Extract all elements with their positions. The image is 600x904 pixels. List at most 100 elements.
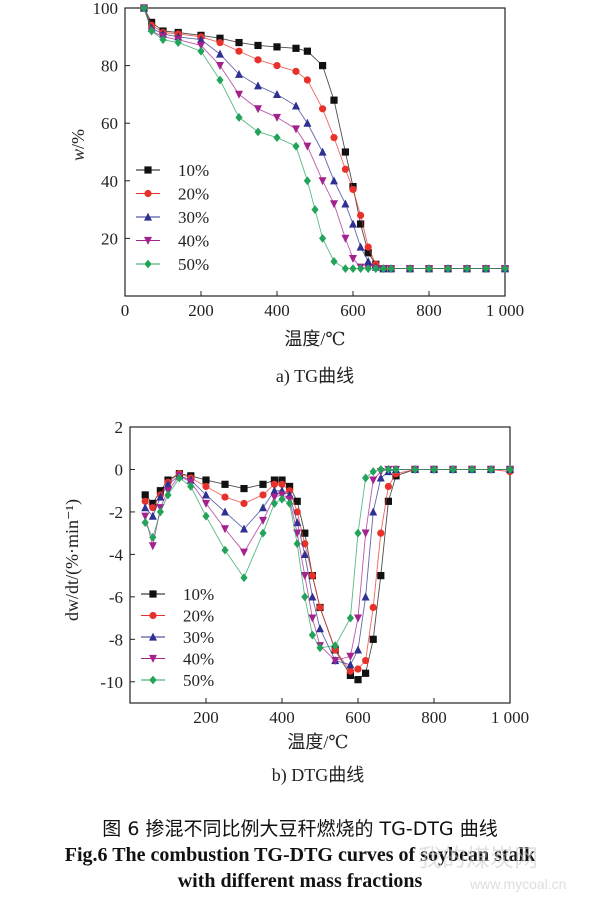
tg-data-point (425, 264, 433, 274)
tg-data-point (318, 147, 327, 156)
tg-legend-label: 40% (178, 232, 209, 251)
tg-y-tick-label: 80 (101, 57, 118, 76)
dtg-legend-marker (149, 675, 157, 685)
tg-data-point (364, 249, 372, 257)
tg-data-point (364, 257, 373, 266)
tg-data-point (254, 81, 262, 90)
dtg-data-point (164, 479, 172, 488)
tg-legend: 10% 20% 30% 40% 50% (136, 161, 209, 274)
dtg-data-point (369, 467, 377, 476)
dtg-data-point (156, 492, 165, 501)
tg-data-point (273, 90, 281, 98)
tg-x-tick-label: 600 (340, 301, 366, 320)
tg-series-50pct (140, 3, 509, 274)
dtg-plot-frame (129, 426, 511, 704)
dtg-data-point (202, 511, 210, 521)
dtg-y-tick-label: -6 (109, 588, 123, 607)
dtg-data-point (141, 497, 149, 505)
tg-y-tick-label: 60 (101, 114, 118, 133)
tg-data-point (273, 113, 281, 122)
tg-data-point (197, 35, 205, 44)
tg-data-point (174, 38, 182, 47)
tg-data-point (349, 264, 357, 274)
dtg-data-point (202, 490, 210, 499)
tg-legend-label: 50% (178, 255, 209, 274)
dtg-data-point (148, 511, 157, 520)
tg-data-point (303, 142, 312, 151)
tg-data-point (357, 264, 365, 274)
dtg-data-point (301, 592, 309, 602)
tg-x-tick-label: 400 (264, 301, 290, 320)
dtg-data-point (149, 504, 157, 512)
dtg-data-point (270, 480, 278, 488)
tg-data-point (341, 264, 349, 274)
tg-data-point (140, 3, 148, 13)
tg-series-line (143, 7, 505, 270)
tg-data-point (341, 165, 349, 173)
dtg-data-point (202, 476, 210, 484)
dtg-data-point (354, 676, 362, 684)
tg-data-point (341, 234, 350, 243)
dtg-y-ticks: 2 0 -2 -4 -6 -8 -10 (100, 418, 135, 692)
dtg-data-point (259, 491, 267, 499)
tg-data-point (292, 44, 300, 52)
tg-data-point (216, 62, 224, 70)
dtg-data-point (301, 529, 309, 537)
dtg-data-point (361, 592, 370, 601)
tg-legend-marker (144, 236, 152, 245)
dtg-data-point (411, 465, 419, 474)
tg-data-point (406, 264, 414, 274)
dtg-legend-label: 30% (183, 628, 214, 647)
dtg-data-point (141, 503, 150, 512)
dtg-data-point (156, 507, 164, 517)
caption-chinese: 图 6 掺混不同比例大豆秆燃烧的 TG-DTG 曲线 (102, 818, 498, 840)
dtg-x-ticks: 200 400 600 800 1 000 (193, 698, 529, 727)
tg-data-point (254, 56, 262, 64)
dtg-data-point (487, 465, 495, 474)
tg-legend-marker (144, 212, 152, 221)
watermark-url: www.mycoal.cn (470, 876, 567, 892)
tg-data-point (387, 264, 395, 274)
dtg-data-point (377, 572, 385, 580)
dtg-data-point (221, 480, 229, 488)
tg-data-point (501, 264, 509, 274)
dtg-y-tick-label: -10 (100, 673, 123, 692)
tg-data-point (364, 264, 372, 274)
tg-panel-caption: a) TG曲线 (276, 366, 354, 387)
tg-data-point (330, 257, 338, 266)
dtg-data-point (506, 465, 514, 474)
dtg-data-point (369, 603, 377, 612)
tg-data-point (379, 264, 387, 274)
dtg-data-point (331, 656, 340, 665)
tg-data-point (292, 101, 300, 110)
dtg-data-point (148, 542, 157, 551)
tg-data-point (197, 46, 205, 56)
tg-y-axis-label: w/% (68, 129, 88, 161)
tg-series-line (143, 7, 505, 270)
dtg-legend-marker (149, 590, 157, 598)
tg-data-point (349, 219, 357, 228)
tg-data-point (330, 176, 338, 185)
tg-x-tick-label: 200 (188, 301, 214, 320)
dtg-data-point (156, 487, 164, 495)
dtg-data-point (278, 480, 286, 488)
tg-data-point (349, 185, 357, 194)
tg-data-point (311, 205, 319, 214)
dtg-data-point (300, 572, 309, 581)
dtg-data-point (286, 482, 294, 491)
tg-data-point (318, 177, 327, 186)
dtg-data-point (164, 490, 172, 500)
dtg-data-point (449, 465, 457, 474)
tg-data-point (341, 148, 349, 156)
tg-data-point (235, 38, 243, 47)
dtg-data-point (308, 630, 316, 640)
dtg-x-tick-label: 400 (269, 708, 295, 727)
dtg-data-point (369, 507, 378, 516)
tg-legend-marker (144, 166, 152, 174)
tg-data-point (216, 49, 224, 58)
tg-series-line (143, 7, 505, 270)
dtg-data-point (240, 524, 248, 533)
tg-data-point (303, 176, 311, 186)
dtg-data-point (270, 499, 278, 508)
dtg-y-axis-label: dw/dt/(%·min⁻¹) (62, 499, 83, 621)
